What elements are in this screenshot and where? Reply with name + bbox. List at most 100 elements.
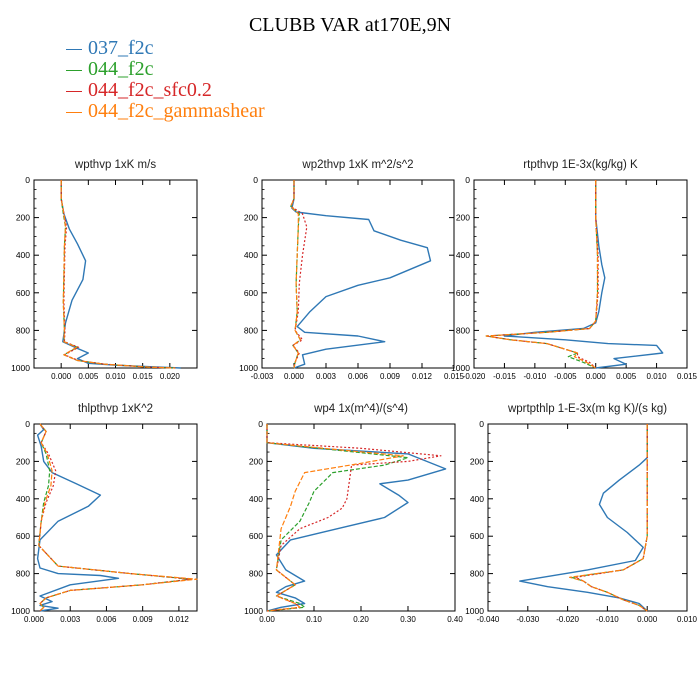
series-line-037_f2c (60, 180, 181, 369)
y-tick-label: 200 (244, 213, 258, 223)
x-tick-label: -0.030 (516, 615, 539, 624)
plot-frame (33, 179, 198, 369)
y-tick-label: 400 (244, 250, 258, 260)
y-tick-label: 1000 (239, 363, 258, 373)
y-tick-label: 200 (456, 213, 470, 223)
y-tick-label: 200 (470, 456, 484, 466)
x-tick-label: -0.020 (556, 615, 579, 624)
y-tick-label: 600 (470, 531, 484, 541)
y-tick-label: 800 (249, 569, 263, 579)
x-tick-label: 0.006 (96, 615, 117, 624)
y-tick-label: 0 (479, 419, 484, 429)
y-tick-label: 0 (253, 175, 258, 185)
y-tick-label: 200 (16, 213, 30, 223)
x-tick-label: 0.010 (105, 372, 126, 381)
y-tick-label: 800 (16, 569, 30, 579)
x-tick-label: 0.00 (259, 615, 275, 624)
series-line-044_f2c_gammashear (266, 424, 404, 612)
x-tick-label: 0.10 (306, 615, 322, 624)
y-tick-label: 600 (456, 288, 470, 298)
series-line-044_f2c_sfc0.2 (485, 180, 599, 369)
legend-swatch (66, 111, 82, 113)
chart-panel-6: wprtpthlp 1-E-3x(m kg K)/(s kg) 0 200 400 60… (465, 403, 697, 624)
y-tick-label: 600 (16, 288, 30, 298)
series-line-044_f2c (570, 424, 648, 612)
chart-title: wpthvp 1xK m/s (74, 159, 156, 171)
series-line-044_f2c_gammashear (60, 180, 176, 369)
x-tick-label: 0.012 (412, 372, 433, 381)
x-tick-label: -0.015 (493, 372, 516, 381)
chart-title: wp2thvp 1xK m^2/s^2 (301, 159, 413, 171)
y-tick-label: 0 (258, 419, 263, 429)
x-tick-label: 0.012 (169, 615, 190, 624)
x-tick-label: 0.20 (353, 615, 369, 624)
y-tick-label: 400 (249, 494, 263, 504)
x-tick-label: 0.020 (160, 372, 181, 381)
y-tick-label: 1000 (11, 363, 30, 373)
page-title: CLUBB VAR at170E,9N (248, 14, 452, 36)
series-line-044_f2c_gammashear (290, 180, 301, 369)
y-tick-label: 1000 (11, 606, 30, 616)
series-line-044_f2c (38, 423, 192, 612)
y-tick-label: 0 (25, 419, 30, 429)
chart-title: wprtpthlp 1-E-3x(m kg K)/(s kg) (507, 403, 667, 415)
chart-title: wp4 1x(m^4)/(s^4) (313, 403, 408, 415)
y-tick-label: 600 (16, 531, 30, 541)
y-tick-label: 1000 (451, 363, 470, 373)
chart-panel-2: wp2thvp 1xK m^2/s^2 0 200 400 600 800 1000-0.0… (239, 159, 464, 381)
x-tick-label: 0.000 (637, 615, 658, 624)
y-tick-label: 400 (456, 250, 470, 260)
plot-frame (33, 423, 198, 612)
x-tick-label: -0.003 (251, 372, 274, 381)
x-tick-label: -0.010 (596, 615, 619, 624)
chart-panel-3: rtpthvp 1E-3x(kg/kg) K02004006008001000-… (451, 159, 697, 381)
x-tick-label: 0.010 (647, 372, 668, 381)
y-tick-label: 800 (456, 325, 470, 335)
series-line-044_f2c_gammashear (38, 423, 198, 612)
x-tick-label: -0.010 (524, 372, 547, 381)
x-tick-label: 0.000 (51, 372, 72, 381)
y-tick-label: 400 (16, 494, 30, 504)
x-tick-label: 0.009 (380, 372, 401, 381)
chart-title: thlpthvp 1xK^2 (78, 403, 153, 415)
legend-swatch (66, 48, 82, 50)
legend-item-044-f2c-sfc0.2: 044_f2c_sfc0.2 (66, 80, 265, 101)
y-tick-label: 800 (244, 325, 258, 335)
series-line-044_f2c (60, 180, 176, 369)
y-tick-label: 800 (16, 325, 30, 335)
x-tick-label: 0.015 (444, 372, 465, 381)
x-tick-label: 0.005 (78, 372, 99, 381)
legend-item-037-f2c: 037_f2c (66, 38, 265, 59)
x-tick-label: 0.000 (586, 372, 607, 381)
legend-label: 044_f2c_gammashear (88, 100, 265, 122)
y-tick-label: 200 (249, 456, 263, 466)
y-tick-label: 400 (470, 494, 484, 504)
legend-label: 044_f2c_sfc0.2 (88, 79, 212, 101)
y-tick-label: 800 (470, 569, 484, 579)
x-tick-label: 0.015 (677, 372, 698, 381)
plot-frame (487, 423, 688, 612)
x-tick-label: -0.020 (463, 372, 486, 381)
y-tick-label: 0 (465, 175, 470, 185)
x-tick-label: 0.009 (133, 615, 154, 624)
legend-swatch (66, 69, 82, 71)
y-tick-label: 0 (25, 175, 30, 185)
chart-title: rtpthvp 1E-3x(kg/kg) K (523, 159, 638, 171)
y-tick-label: 200 (16, 456, 30, 466)
x-tick-label: 0.000 (24, 615, 45, 624)
x-tick-label: 0.015 (133, 372, 154, 381)
plot-frame (261, 179, 455, 369)
legend-label: 037_f2c (88, 37, 154, 59)
x-tick-label: 0.40 (447, 615, 463, 624)
legend-swatch (66, 90, 82, 92)
x-tick-label: 0.000 (284, 372, 305, 381)
legend-item-044-f2c: 044_f2c (66, 59, 265, 80)
series-line-044_f2c_sfc0.2 (60, 180, 176, 369)
chart-panel-1: wpthvp 1xK m/s 0 200 400 600 800 1000 0.000 0.00… (11, 159, 198, 381)
plot-frame (473, 179, 688, 369)
x-tick-label: 0.30 (400, 615, 416, 624)
legend-label: 044_f2c (88, 58, 154, 80)
y-tick-label: 600 (249, 531, 263, 541)
